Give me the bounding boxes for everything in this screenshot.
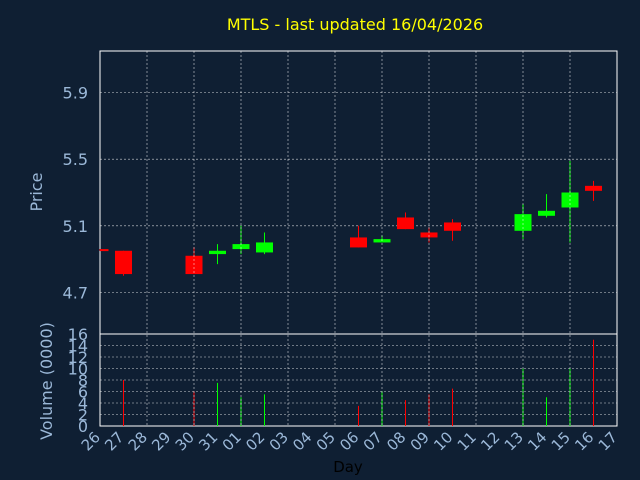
candle-14 [538,194,555,218]
price-y-tick-label: 5.9 [63,84,88,103]
volume-y-tick-label: 6 [78,383,88,402]
candle-body [444,222,461,231]
price-y-tick-label: 4.7 [63,283,88,302]
x-tick-labels: 2627282930310102030405060708091011121314… [78,428,621,454]
price-y-tick-labels: 4.7 5.1 5.5 5.9 [63,84,88,303]
price-y-tick-label: 5.1 [63,217,88,236]
volume-axis-label: Volume (0000) [37,322,56,440]
candle-body [585,185,602,191]
candle-16 [585,180,602,201]
volume-y-tick-label: 14 [68,337,88,356]
candle-10 [444,219,461,241]
x-axis-label: Day [333,458,363,476]
price-axis-label: Price [27,172,46,211]
volume-y-tick-label: 12 [68,348,88,367]
candle-body [209,250,226,255]
candle-body [420,232,438,238]
chart-title: MTLS - last updated 16/04/2026 [227,15,483,34]
price-y-tick-label: 5.5 [63,150,88,169]
candle-body [256,242,273,253]
volume-y-tick-label: 4 [78,394,88,413]
candle-body [538,210,555,216]
candle-body [232,244,250,250]
candle-body [514,214,532,231]
candle-08 [397,212,414,230]
volume-y-tick-label: 10 [68,360,88,379]
candle-body [350,237,367,248]
volume-y-tick-label: 2 [78,406,88,425]
volume-y-tick-label: 0 [78,417,88,436]
volume-y-tick-label: 8 [78,371,88,390]
candle-body [397,217,414,230]
candle-body [115,250,132,275]
candle-26 [99,249,109,252]
candle-06 [350,225,367,248]
candle-31 [209,244,226,265]
x-grid [146,51,571,426]
candle-13 [514,204,532,240]
candle-27 [115,250,132,276]
volume-y-tick-label: 16 [68,325,88,344]
candle-body [100,249,109,252]
candle-02 [256,232,273,255]
